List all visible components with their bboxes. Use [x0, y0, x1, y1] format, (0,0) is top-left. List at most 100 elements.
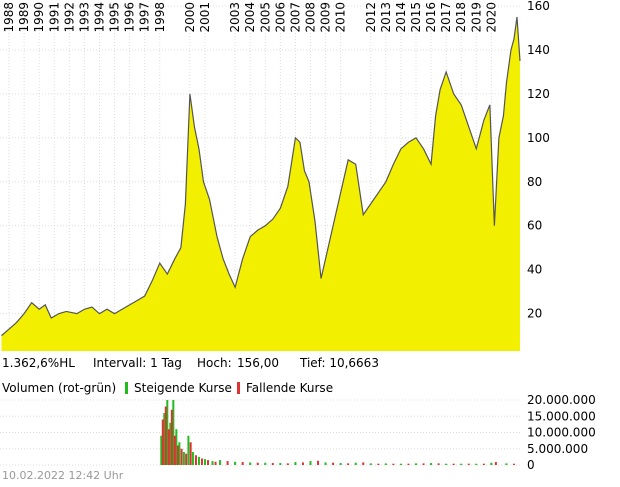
volume-bar: [194, 455, 197, 465]
volume-bar: [161, 419, 164, 465]
volume-bar: [467, 463, 470, 465]
timestamp: 10.02.2022 12:42 Uhr: [2, 469, 124, 482]
volume-bar: [166, 400, 169, 465]
volume-bar: [170, 409, 173, 465]
volume-bar: [384, 463, 387, 465]
volume-bar: [279, 463, 282, 465]
y-tick-label: 120: [527, 87, 550, 101]
volume-bar: [180, 448, 183, 465]
volume-bar: [407, 463, 410, 465]
volume-bar: [475, 463, 478, 465]
volume-bar: [219, 460, 222, 465]
volume-bar: [354, 462, 357, 465]
volume-bar: [169, 422, 172, 465]
x-tick-label: 2003: [228, 2, 242, 33]
x-tick-label: 2017: [439, 2, 453, 33]
legend-swatch: [237, 382, 240, 394]
volume-bar: [187, 435, 190, 465]
volume-bar: [207, 460, 209, 465]
volume-bar: [176, 445, 179, 465]
volume-bar: [173, 435, 176, 465]
y-tick-label: 20.000.000: [527, 393, 596, 407]
x-tick-label: 1995: [108, 2, 122, 33]
volume-bar: [347, 463, 350, 465]
x-tick-label: 2019: [469, 2, 483, 33]
x-tick-label: 1993: [77, 2, 91, 33]
volume-bar: [452, 463, 455, 465]
y-tick-label: 100: [527, 131, 550, 145]
volume-bar: [234, 461, 237, 465]
volume-bar: [317, 460, 320, 465]
x-tick-label: 2001: [198, 2, 212, 33]
x-tick-label: 2000: [183, 2, 197, 33]
volume-bar: [189, 442, 192, 465]
y-tick-label: 20: [527, 307, 542, 321]
volume-bar: [332, 462, 335, 465]
x-tick-label: 1997: [138, 2, 152, 33]
volume-bar: [211, 461, 214, 465]
area: [1, 16, 520, 351]
info-high-label: Hoch:: [197, 356, 232, 370]
price-line: [1, 16, 521, 337]
volume-bar: [430, 463, 433, 465]
x-tick-label: 1991: [47, 2, 61, 33]
volume-bar: [200, 458, 203, 465]
volume-bar: [415, 463, 417, 465]
volume-bar: [445, 463, 448, 465]
volume-bar: [422, 463, 425, 465]
x-tick-label: 1998: [153, 2, 167, 33]
volume-bar: [172, 400, 175, 465]
volume-bar: [505, 463, 508, 465]
x-tick-label: 2008: [303, 2, 317, 33]
volume-bar: [309, 461, 312, 465]
x-tick-label: 2012: [364, 2, 378, 33]
volume-bar: [294, 462, 297, 465]
legend-swatch: [125, 382, 128, 394]
y-tick-label: 15.000.000: [527, 409, 596, 423]
x-tick-label: 1989: [17, 2, 31, 33]
volume-bar: [203, 459, 206, 465]
x-tick-label: 2010: [334, 2, 348, 33]
legend-label: Steigende Kurse: [134, 381, 232, 395]
volume-bar: [264, 462, 267, 465]
x-tick-label: 1992: [62, 2, 76, 33]
y-tick-label: 10.000.000: [527, 426, 596, 440]
volume-bar: [182, 452, 185, 465]
volume-bar: [286, 463, 289, 465]
info-high: 156,00: [237, 356, 279, 370]
volume-bar: [164, 406, 167, 465]
volume-title: Volumen (rot-grün): [2, 381, 116, 395]
x-tick-label: 2007: [288, 2, 302, 33]
volume-bar: [301, 462, 304, 465]
x-tick-label: 2005: [258, 2, 272, 33]
volume-bar: [339, 463, 342, 465]
volume-bar: [214, 461, 217, 465]
info-range: 1.362,6%HL: [2, 356, 75, 370]
y-tick-label: 160: [527, 0, 550, 13]
volume-bar: [241, 462, 244, 465]
volume-bar: [160, 435, 163, 465]
volume-bar: [191, 452, 194, 465]
info-interval: Intervall: 1 Tag: [93, 356, 182, 370]
volume-bar: [256, 462, 259, 465]
x-tick-label: 1996: [123, 2, 137, 33]
legend-label: Fallende Kurse: [246, 381, 333, 395]
y-tick-label: 5.000.000: [527, 442, 588, 456]
y-tick-label: 60: [527, 219, 542, 233]
volume-bar: [494, 462, 497, 465]
x-tick-label: 2020: [484, 2, 498, 33]
volume-bar: [167, 429, 170, 465]
x-tick-label: 2015: [409, 2, 423, 33]
x-tick-label: 2018: [454, 2, 468, 33]
volume-bar: [490, 462, 493, 465]
x-tick-label: 2009: [319, 2, 333, 33]
volume-bar: [399, 463, 402, 465]
x-tick-label: 2016: [424, 2, 438, 33]
volume-bar: [482, 463, 485, 465]
volume-bar: [185, 453, 188, 465]
volume-bar: [197, 456, 200, 465]
volume-bar: [249, 462, 252, 465]
x-tick-label: 2004: [243, 2, 257, 33]
volume-bar: [369, 463, 372, 465]
